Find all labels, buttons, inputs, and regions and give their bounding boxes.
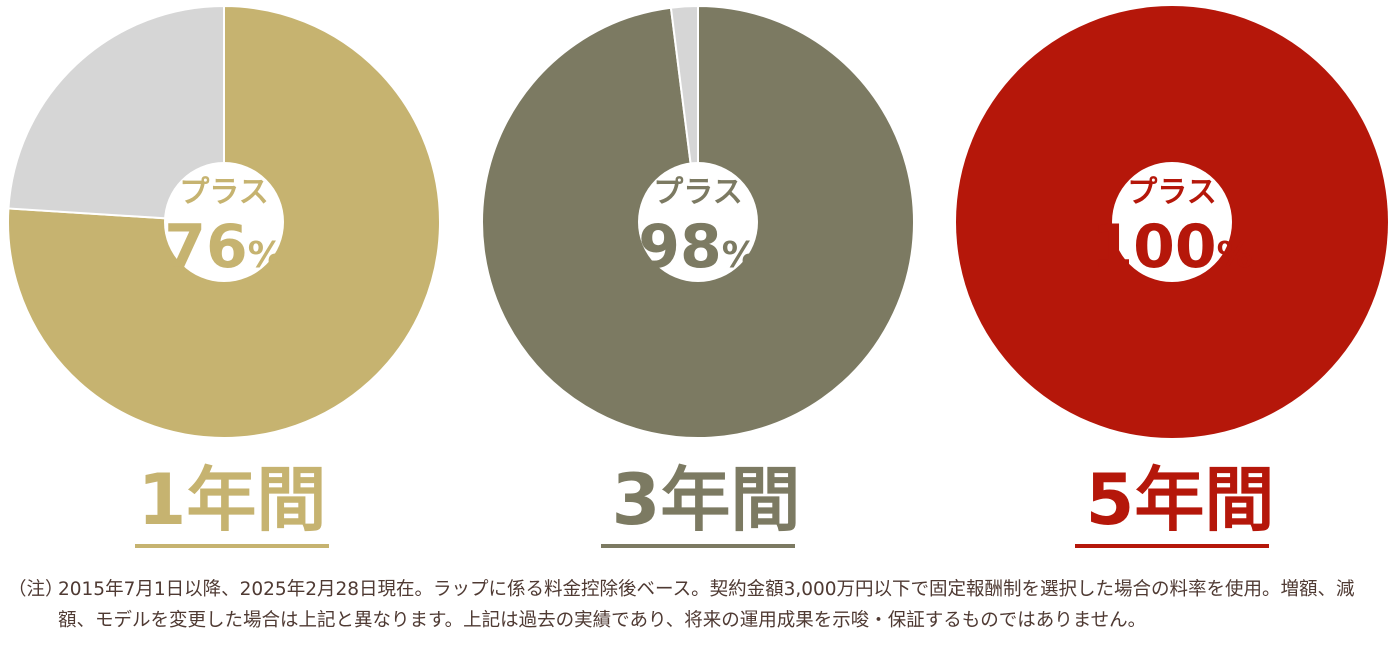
percent-unit: % xyxy=(1217,235,1253,276)
period-underline-5y xyxy=(1075,544,1269,548)
center-value: 76% xyxy=(164,212,284,282)
donut-slice xyxy=(7,4,225,224)
period-label-3y: 3年間 xyxy=(611,459,801,541)
footnote-text: 2015年7月1日以降、2025年2月28日現在。ラップに係る料金控除後ベース。… xyxy=(58,579,1355,631)
percent-unit: % xyxy=(722,235,758,276)
period-label-1y: 1年間 xyxy=(137,459,327,541)
period-underline-3y xyxy=(601,544,795,548)
donut-hole xyxy=(164,162,284,282)
center-label: プラス xyxy=(653,175,742,210)
center-label: プラス xyxy=(1127,175,1216,210)
donut-hole xyxy=(1112,162,1232,282)
footnote: （注） 2015年7月1日以降、2025年2月28日現在。ラップに係る料金控除後… xyxy=(8,574,1388,636)
period-underline-1y xyxy=(135,544,329,548)
center-label: プラス xyxy=(179,175,268,210)
donut-hole xyxy=(638,162,758,282)
footnote-label: （注） xyxy=(8,579,64,600)
percent-unit: % xyxy=(248,235,284,276)
period-label-5y: 5年間 xyxy=(1085,459,1275,541)
